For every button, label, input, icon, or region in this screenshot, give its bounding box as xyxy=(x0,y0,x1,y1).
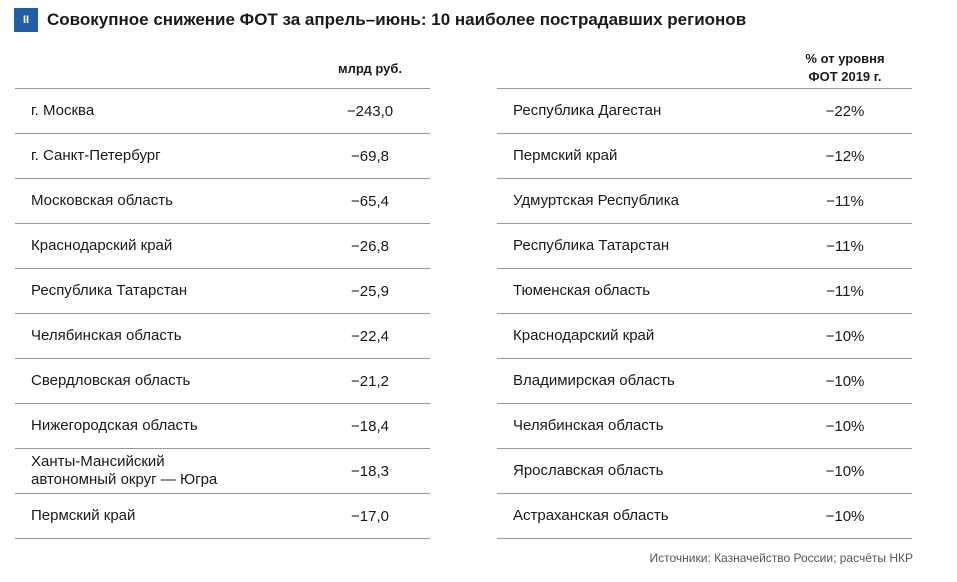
table-row: Свердловская область −21,2 xyxy=(15,359,430,404)
table-row: г. Санкт-Петербург −69,8 xyxy=(15,134,430,179)
region-name: Республика Татарстан xyxy=(31,282,188,299)
table-row: Тюменская область −11% xyxy=(497,269,912,314)
table-row: Республика Дагестан −22% xyxy=(497,89,912,134)
value: −65,4 xyxy=(351,192,389,210)
region-name: Астраханская область xyxy=(513,507,669,524)
region-name: Удмуртская Республика xyxy=(513,192,679,209)
region-name: Владимирская область xyxy=(513,372,675,389)
column-header: % от уровня ФОТ 2019 г. xyxy=(805,51,885,84)
table-row: Пермский край −17,0 xyxy=(15,494,430,539)
badge: II xyxy=(14,8,38,32)
table-row: Ханты-Мансийский автономный округ — Югра… xyxy=(15,449,430,494)
table-row: Ярославская область −10% xyxy=(497,449,912,494)
value: −25,9 xyxy=(351,282,389,300)
region-name: г. Санкт-Петербург xyxy=(31,147,161,164)
region-name: Челябинская область xyxy=(513,417,664,434)
region-name: Челябинская область xyxy=(31,327,182,344)
table-row: Удмуртская Республика −11% xyxy=(497,179,912,224)
value: −11% xyxy=(826,192,864,210)
table-row: Краснодарский край −26,8 xyxy=(15,224,430,269)
region-name: Краснодарский край xyxy=(513,327,655,344)
region-name: Ярославская область xyxy=(513,462,664,479)
table-row: Владимирская область −10% xyxy=(497,359,912,404)
value: −11% xyxy=(826,282,864,300)
value: −10% xyxy=(825,462,865,480)
region-name: Краснодарский край xyxy=(31,237,173,254)
value: −10% xyxy=(825,372,865,390)
table-row: Челябинская область −22,4 xyxy=(15,314,430,359)
region-name: Республика Дагестан xyxy=(513,102,662,119)
table-row: Краснодарский край −10% xyxy=(497,314,912,359)
value: −21,2 xyxy=(351,372,389,390)
title: Совокупное снижение ФОТ за апрель–июнь: … xyxy=(47,10,747,29)
region-name: Тюменская область xyxy=(513,282,651,299)
value: −69,8 xyxy=(351,147,389,165)
region-name: Пермский край xyxy=(513,147,618,164)
value: −12% xyxy=(825,147,865,165)
table-row: Московская область −65,4 xyxy=(15,179,430,224)
value: −22,4 xyxy=(351,327,389,345)
source: Источники: Казначейство России; расчёты … xyxy=(649,551,913,565)
table-row: Астраханская область −10% xyxy=(497,494,912,539)
table-row: Нижегородская область −18,4 xyxy=(15,404,430,449)
value: −26,8 xyxy=(351,237,389,255)
table-row: Республика Татарстан −11% xyxy=(497,224,912,269)
value: −10% xyxy=(825,507,865,525)
value: −22% xyxy=(825,102,865,120)
value: −18,4 xyxy=(351,417,389,435)
value: −243,0 xyxy=(346,102,394,120)
region-name: Ханты-Мансийский автономный округ — Югра xyxy=(31,453,218,488)
region-name: Свердловская область xyxy=(31,372,191,389)
value: −10% xyxy=(825,327,865,345)
region-name: Пермский край xyxy=(31,507,136,524)
table-row: Республика Татарстан −25,9 xyxy=(15,269,430,314)
value: −18,3 xyxy=(351,462,389,480)
table-row: Челябинская область −10% xyxy=(497,404,912,449)
table-row: Пермский край −12% xyxy=(497,134,912,179)
value: −11% xyxy=(826,237,864,255)
region-name: Московская область xyxy=(31,192,173,209)
region-name: Нижегородская область xyxy=(31,417,198,434)
rows: г. Москва −243,0 г. Санкт-Петербург −69,8 Мо… xyxy=(15,88,430,539)
value: −10% xyxy=(825,417,865,435)
value: −17,0 xyxy=(351,507,389,525)
column-header: млрд руб. xyxy=(338,61,402,76)
table-row: г. Москва −243,0 xyxy=(15,89,430,134)
rows: Республика Дагестан −22% Пермский край −12%… xyxy=(497,88,912,539)
region-name: Республика Татарстан xyxy=(513,237,670,254)
region-name: г. Москва xyxy=(31,102,95,119)
